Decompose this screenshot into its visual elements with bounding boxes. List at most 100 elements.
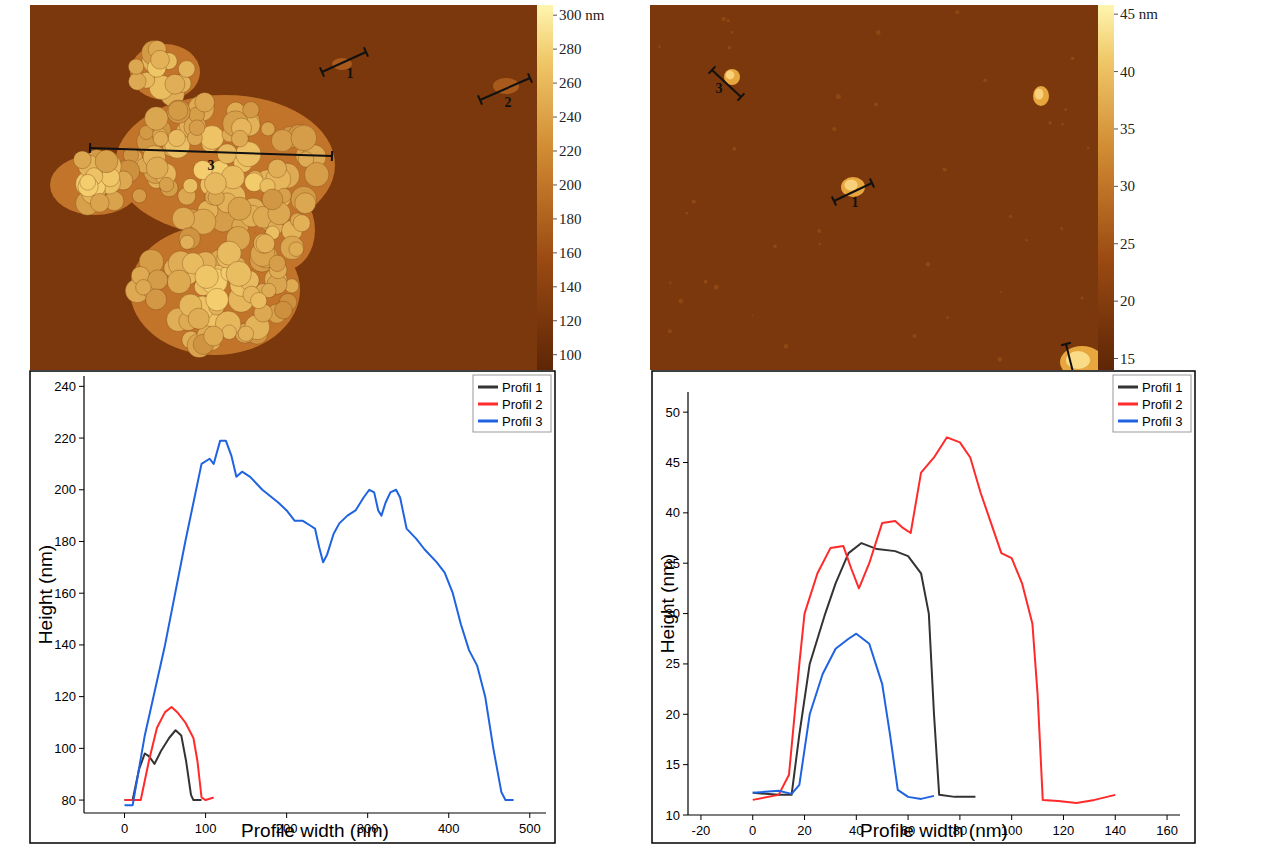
grain <box>228 197 251 220</box>
grain <box>128 59 143 74</box>
y-tick <box>79 541 84 542</box>
y-tick-label: 20 <box>666 707 680 722</box>
colorbar-tick <box>553 184 557 185</box>
profile-label: 2 <box>505 95 512 110</box>
x-tick-label: 100 <box>195 821 217 836</box>
panel-frame <box>652 371 1195 843</box>
grain <box>291 125 317 151</box>
profile-cap <box>320 67 324 76</box>
legend-label: Profil 3 <box>1142 414 1182 429</box>
grain <box>205 173 227 195</box>
y-axis-title: Height (nm) <box>657 554 678 653</box>
profile-label: 1 <box>347 66 354 81</box>
afm-topography <box>50 40 532 357</box>
colorbar-tick <box>1114 14 1118 15</box>
noise-speck <box>752 315 754 317</box>
grain <box>168 101 188 121</box>
colorbar-tick-label: 30 <box>1120 178 1135 194</box>
noise-speck <box>946 316 949 319</box>
grain <box>195 265 218 288</box>
y-tick-label: 200 <box>54 482 76 497</box>
particle <box>1060 346 1098 370</box>
y-tick <box>79 800 84 801</box>
grain <box>195 92 215 112</box>
colorbar-tick <box>1114 128 1118 129</box>
noise-speck <box>692 199 696 203</box>
afm-panel: 123300 nm280260240220200180160140120100 <box>30 5 605 370</box>
colorbar-tick-label: 20 <box>1120 293 1135 309</box>
afm-topography <box>658 10 1098 370</box>
noise-speck <box>1081 296 1084 299</box>
grain <box>80 174 96 190</box>
colorbar-tick-label: 200 <box>559 177 582 193</box>
colorbar-tick-label: 15 <box>1120 351 1135 367</box>
noise-speck <box>1071 56 1075 60</box>
x-tick <box>804 815 805 820</box>
grain <box>243 102 259 118</box>
x-tick <box>124 813 125 818</box>
grain <box>232 130 249 147</box>
y-tick-label: 25 <box>666 656 680 671</box>
y-tick <box>79 696 84 697</box>
y-tick <box>79 438 84 439</box>
y-tick <box>79 748 84 749</box>
y-tick <box>683 815 688 816</box>
x-tick <box>205 813 206 818</box>
profile-line <box>322 52 366 72</box>
profile-cap <box>364 47 368 56</box>
grain <box>189 120 205 136</box>
y-tick-label: 140 <box>54 637 76 652</box>
afm-background <box>650 5 1098 370</box>
y-tick <box>79 489 84 490</box>
noise-speck <box>1009 215 1012 218</box>
noise-speck <box>731 31 734 34</box>
noise-speck <box>876 30 881 35</box>
x-tick <box>529 813 530 818</box>
noise-speck <box>721 17 725 21</box>
noise-speck <box>784 344 788 348</box>
legend-label: Profil 1 <box>1142 380 1182 395</box>
afm-background <box>30 5 537 370</box>
y-tick-label: 45 <box>666 455 680 470</box>
grain <box>204 326 224 346</box>
noise-speck <box>1064 108 1067 111</box>
series-line <box>753 634 934 799</box>
y-tick-label: 180 <box>54 534 76 549</box>
series-line <box>125 441 514 806</box>
grain <box>271 130 293 152</box>
noise-speck <box>817 229 821 233</box>
noise-speck <box>1060 227 1063 230</box>
grain <box>129 73 147 91</box>
noise-speck <box>704 280 708 284</box>
noise-speck <box>773 244 777 248</box>
colorbar-tick <box>1114 243 1118 244</box>
grain <box>136 280 152 296</box>
grain <box>180 235 194 249</box>
profile-cap <box>738 93 745 100</box>
y-axis <box>687 392 688 815</box>
grain <box>165 74 185 94</box>
y-tick-label: 240 <box>54 379 76 394</box>
particle-top <box>1035 89 1044 100</box>
profile-cap <box>528 73 532 82</box>
colorbar-tick <box>553 83 557 84</box>
grain <box>289 242 304 257</box>
noise-speck <box>926 262 931 267</box>
y-axis-title: Height (nm) <box>35 545 56 644</box>
x-tick-label: 160 <box>1156 823 1178 838</box>
x-axis-title: Profile width (nm) <box>860 820 1008 841</box>
grain <box>268 159 287 178</box>
legend-label: Profil 3 <box>502 414 542 429</box>
grain <box>256 234 275 253</box>
grain <box>261 122 275 136</box>
colorbar-tick <box>553 15 557 16</box>
grain <box>269 255 285 271</box>
legend-label: Profil 1 <box>502 380 542 395</box>
grain <box>168 129 185 146</box>
noise-speck <box>912 334 916 338</box>
profile-cap <box>1061 343 1071 345</box>
grain <box>179 228 201 250</box>
noise-speck <box>818 242 821 245</box>
y-tick <box>79 644 84 645</box>
colorbar-tick <box>553 354 557 355</box>
